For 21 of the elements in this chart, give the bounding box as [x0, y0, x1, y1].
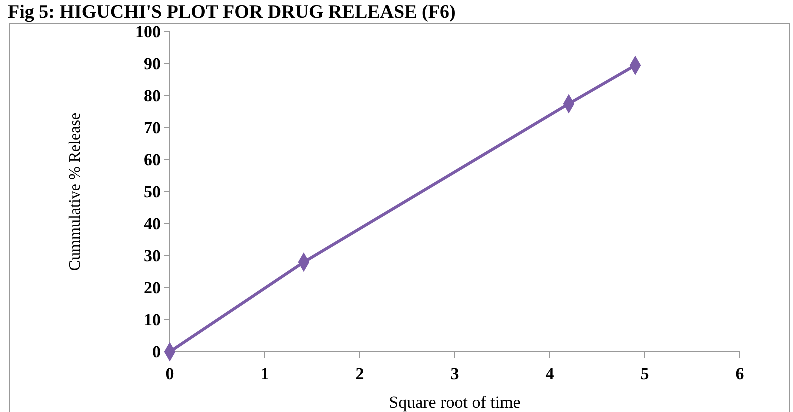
y-tick-label: 40 [144, 214, 161, 234]
x-tick-label: 0 [166, 364, 174, 384]
y-tick-label: 70 [144, 118, 161, 138]
x-tick-label: 6 [736, 364, 744, 384]
y-tick-label: 90 [144, 54, 161, 74]
y-tick-label: 30 [144, 246, 161, 266]
y-tick-label: 0 [152, 342, 161, 362]
chart-title: Fig 5: HIGUCHI'S PLOT FOR DRUG RELEASE (F6) [8, 2, 456, 23]
y-tick-label: 20 [144, 278, 161, 298]
x-tick-label: 4 [546, 364, 555, 384]
y-tick-label: 100 [136, 22, 161, 42]
x-tick-label: 2 [356, 364, 364, 384]
y-tick-label: 80 [144, 86, 161, 106]
y-tick-label: 50 [144, 182, 161, 202]
y-tick-label: 60 [144, 150, 161, 170]
x-tick-label: 5 [640, 364, 650, 384]
x-tick-label: 3 [450, 364, 460, 384]
x-tick-label: 1 [260, 364, 270, 384]
x-axis-title: Square root of time [389, 393, 521, 412]
y-axis-title: Cummulative % Release [67, 112, 84, 272]
y-tick-label: 10 [144, 310, 161, 330]
